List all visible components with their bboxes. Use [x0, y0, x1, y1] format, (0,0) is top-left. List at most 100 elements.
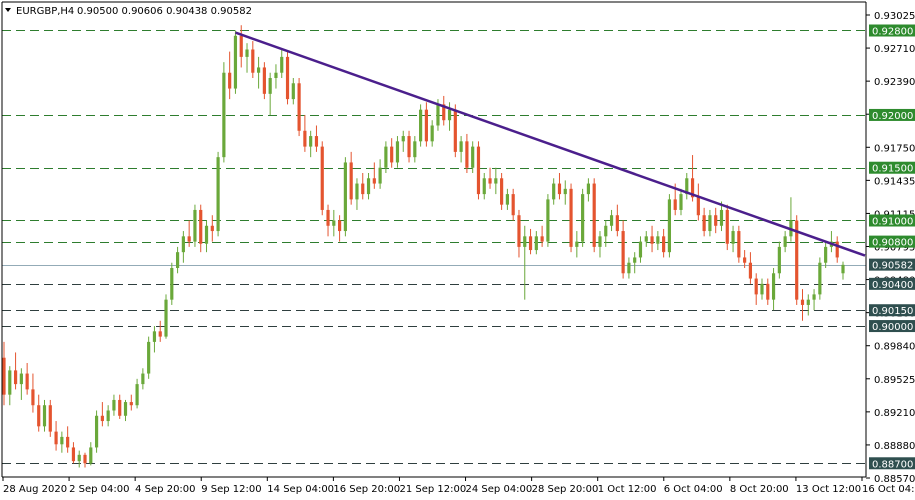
level-price-label: 0.90800 [869, 235, 915, 249]
candle-body [482, 178, 486, 195]
candle [251, 41, 255, 78]
y-tick-label: 0.93025 [874, 11, 915, 22]
candle [233, 30, 238, 94]
candle-body [690, 178, 695, 198]
candle [586, 178, 590, 202]
trendline [235, 31, 866, 257]
level-price-label: 0.90400 [869, 277, 915, 291]
level-price-label: 0.88700 [869, 457, 915, 470]
candle-body [158, 331, 162, 337]
x-tick-label: 28 Sep 20:00 [532, 484, 599, 495]
candle [349, 151, 353, 205]
candle [216, 151, 220, 237]
candle [274, 64, 278, 89]
candle [390, 138, 394, 168]
candle-body [621, 231, 625, 274]
candle [656, 231, 660, 251]
candle-body [2, 357, 6, 395]
candle [424, 102, 428, 147]
candle-body [685, 178, 689, 195]
candlesticks [2, 25, 845, 468]
level-price-label-text: 0.92000 [872, 111, 913, 122]
candle-body [528, 236, 533, 251]
candle-body [106, 410, 110, 422]
candle [609, 209, 614, 232]
candle [476, 141, 481, 200]
dropdown-triangle-icon[interactable] [5, 8, 11, 12]
candle-body [320, 146, 324, 210]
candle-body [147, 341, 151, 374]
candle [679, 188, 683, 216]
candle-body [326, 209, 330, 226]
x-tick-label: 13 Oct 12:00 [796, 484, 861, 495]
candle [650, 225, 654, 253]
candle [430, 120, 434, 147]
candle-body [228, 72, 232, 89]
y-tick-label: 0.90795 [874, 243, 915, 254]
candle [719, 201, 724, 232]
candle-body [766, 283, 770, 300]
x-tick-label: 16 Oct 04:00 [862, 484, 915, 495]
candle [569, 183, 573, 253]
candle-body [285, 56, 290, 100]
candle [517, 209, 521, 258]
candle-body [523, 236, 527, 247]
candle-body [366, 178, 371, 195]
candle-body [754, 278, 758, 295]
candle [303, 114, 307, 152]
candle [737, 225, 741, 263]
candle [777, 241, 781, 279]
candle [366, 173, 371, 200]
candle-body [696, 197, 700, 216]
candle-body [152, 331, 157, 342]
candle [19, 368, 23, 400]
candle [604, 220, 608, 247]
candle-body [343, 162, 347, 232]
candle [199, 204, 203, 253]
candle-body [77, 454, 81, 462]
candle-body [210, 225, 214, 232]
candle [181, 231, 185, 263]
candle [563, 180, 567, 205]
candle-body [615, 215, 619, 232]
x-tick-label: 9 Sep 12:00 [201, 484, 261, 495]
candle-body [395, 141, 400, 163]
candle [598, 231, 602, 258]
level-price-label: 0.92000 [869, 108, 915, 122]
candle [800, 289, 805, 321]
candle [297, 78, 301, 137]
candle-body [83, 454, 87, 464]
candle [754, 273, 758, 305]
candle [89, 442, 93, 466]
candle [8, 366, 12, 406]
candle [2, 341, 6, 406]
candle-body [262, 67, 266, 94]
ohlc-values: 0.90500 0.90606 0.90438 0.90582 [77, 6, 252, 17]
candle [644, 231, 648, 247]
candle [123, 399, 128, 422]
candle-body [835, 241, 839, 258]
candle-body [187, 236, 191, 242]
axes [1, 1, 867, 478]
candle [309, 130, 313, 158]
y-tick-label: 0.89525 [874, 375, 915, 386]
x-tick-label: 4 Sep 20:00 [135, 484, 195, 495]
symbol-label: EURGBP,H4 [16, 6, 74, 17]
candle [841, 261, 845, 280]
candle [338, 215, 342, 242]
candle [361, 173, 365, 200]
candle [407, 130, 411, 163]
candle-body [708, 215, 712, 232]
level-price-label-text: 0.88700 [872, 459, 913, 470]
candle-body [505, 194, 509, 205]
level-price-label-text: 0.90400 [872, 280, 913, 291]
candle-body [181, 236, 185, 253]
candle [170, 262, 174, 305]
candle-body [274, 72, 278, 78]
candle [54, 421, 58, 451]
candle [378, 159, 382, 189]
candle-body [731, 231, 735, 244]
candle [413, 136, 417, 163]
